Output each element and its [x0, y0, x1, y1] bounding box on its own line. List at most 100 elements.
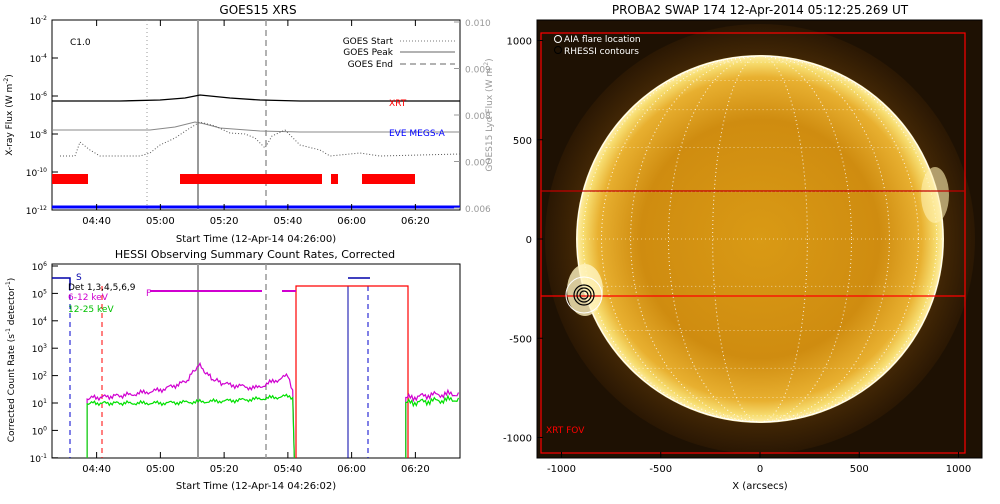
tick-label: 10-1 — [30, 453, 48, 465]
x-tick-label: 05:00 — [146, 216, 175, 227]
hessi-title: HESSI Observing Summary Count Rates, Cor… — [115, 248, 395, 261]
active-region — [921, 167, 949, 223]
tick-label: 10-8 — [30, 129, 48, 141]
proba-xlabel: X (arcsecs) — [732, 481, 788, 492]
aia-legend-label: AIA flare location — [564, 35, 641, 45]
active-region — [567, 264, 603, 316]
x-tick-label: 05:00 — [146, 464, 175, 475]
goes-y-axis-right: 0.010 0.009 0.008 0.007 0.006 — [454, 19, 491, 215]
goes-long-curve — [52, 94, 460, 102]
x-tick-label: -1000 — [547, 464, 576, 475]
eve-label: EVE MEGS-A — [389, 129, 446, 139]
goes-y-axis-left: 10-2 10-4 10-6 10-8 10-10 10-12 — [26, 15, 58, 217]
tick-label: 102 — [32, 371, 47, 383]
x-tick-label: -500 — [649, 464, 672, 475]
hessi-y-axis: 106 105 104 103 102 101 100 10-1 — [30, 261, 58, 465]
rhessi-contour — [579, 290, 589, 300]
tick-label: 10-4 — [30, 53, 48, 65]
proba-title: PROBA2 SWAP 174 12-Apr-2014 05:12:25.269… — [612, 3, 909, 17]
x-tick-label: 06:00 — [337, 464, 366, 475]
hessi-plot-frame — [51, 263, 461, 459]
hessi-panel: HESSI Observing Summary Count Rates, Cor… — [5, 248, 461, 492]
x-tick-label: 04:40 — [82, 464, 111, 475]
hessi-xlabel: Start Time (12-Apr-14 04:26:02) — [176, 481, 336, 492]
y-tick-label: 1000 — [507, 37, 532, 48]
rhessi-legend-label: RHESSI contours — [564, 47, 639, 57]
goes-ylabel-left: X-ray Flux (W m-2) — [3, 74, 15, 155]
xrt-fov-box — [540, 32, 966, 454]
rhessi-contour — [576, 287, 592, 303]
proba-panel: PROBA2 SWAP 174 12-Apr-2014 05:12:25.269… — [503, 3, 983, 492]
aia-flare-circle — [565, 276, 603, 314]
tick-label: 10-6 — [30, 91, 48, 103]
y-tick-label: 0.010 — [465, 19, 491, 29]
goes-legend-peak: GOES Peak — [343, 48, 393, 58]
y-tick-label: 0 — [526, 235, 532, 246]
proba-x-axis: -1000 -500 0 500 1000 — [547, 452, 971, 475]
x-tick-label: 06:20 — [401, 216, 430, 227]
tick-label: 100 — [32, 425, 47, 437]
x-tick-label: 06:00 — [337, 216, 366, 227]
xrt-interval — [362, 174, 415, 184]
hessi-ylabel: Corrected Count Rate (s-1 detector-1) — [5, 278, 17, 443]
x-tick-label: 05:20 — [210, 464, 239, 475]
tick-label: 104 — [32, 316, 47, 328]
goes-class-label: C1.0 — [70, 38, 91, 48]
xrt-intervals — [52, 174, 415, 184]
hessi-12-25-curve-late — [405, 394, 460, 458]
y-tick-label: 0.007 — [465, 159, 491, 169]
x-tick-label: 05:40 — [273, 464, 302, 475]
x-tick-label: 05:40 — [273, 216, 302, 227]
y-tick-label: -1000 — [503, 434, 532, 445]
proba-y-axis: 1000 500 0 -500 -1000 — [503, 37, 543, 445]
hessi-6-12-curve-late — [405, 388, 460, 458]
tick-label: 10-12 — [26, 205, 47, 217]
tick-label: 103 — [32, 343, 47, 355]
rhessi-legend-symbol — [554, 46, 562, 54]
tick-label: 10-2 — [30, 15, 48, 27]
aia-legend-symbol — [554, 35, 562, 43]
x-tick-label: 04:40 — [82, 216, 111, 227]
rhessi-contour — [573, 284, 595, 306]
xrt-label: XRT — [389, 99, 407, 109]
solar-disk — [576, 55, 944, 423]
hessi-12-25-curve — [86, 393, 295, 459]
hessi-det-label: Det 1,3,4,5,6,9 — [68, 283, 136, 293]
goes-lya-curve — [60, 121, 461, 157]
goes-ylabel-right: GOES15 Lyα Flux (W m-2) — [483, 58, 495, 171]
goes-title: GOES15 XRS — [219, 3, 296, 17]
longitude-line — [582, 55, 938, 423]
y-tick-label: -500 — [509, 334, 532, 345]
x-tick-label: 500 — [850, 464, 869, 475]
y-tick-label: 500 — [513, 136, 532, 147]
xrt-fov-label: XRT FOV — [546, 426, 585, 436]
x-tick-label: 05:20 — [210, 216, 239, 227]
x-tick-label: 0 — [757, 464, 763, 475]
y-tick-label: 0.006 — [465, 205, 491, 215]
hessi-s-state — [52, 277, 71, 286]
limb-circle — [576, 55, 944, 423]
goes-x-axis: 04:40 05:00 05:20 05:40 06:00 06:20 — [82, 20, 430, 227]
goes-legend: GOES Start GOES Peak GOES End — [343, 37, 455, 70]
goes-panel: GOES15 XRS C1.0 XRT EVE MEGS-A GOES Star… — [3, 3, 495, 245]
hessi-legend-low: 6-12 keV — [68, 293, 109, 303]
rhessi-contours — [565, 276, 603, 314]
longitude-line — [630, 55, 890, 423]
xrt-interval — [52, 174, 88, 184]
goes-xlabel: Start Time (12-Apr-14 04:26:00) — [176, 234, 336, 245]
tick-label: 105 — [32, 288, 47, 300]
goes-short-curve — [52, 121, 460, 133]
y-tick-label: 0.008 — [465, 112, 491, 122]
x-tick-label: 06:20 — [401, 464, 430, 475]
hessi-red-interval — [295, 285, 409, 458]
hessi-x-axis: 04:40 05:00 05:20 05:40 06:00 06:20 — [82, 452, 430, 475]
goes-legend-end: GOES End — [348, 60, 393, 70]
hessi-f-label: F — [146, 289, 151, 299]
hessi-s-label: S — [76, 273, 82, 283]
tick-label: 101 — [32, 398, 47, 410]
goes-legend-start: GOES Start — [343, 37, 394, 47]
tick-label: 106 — [32, 261, 47, 273]
xrt-interval — [180, 174, 322, 184]
